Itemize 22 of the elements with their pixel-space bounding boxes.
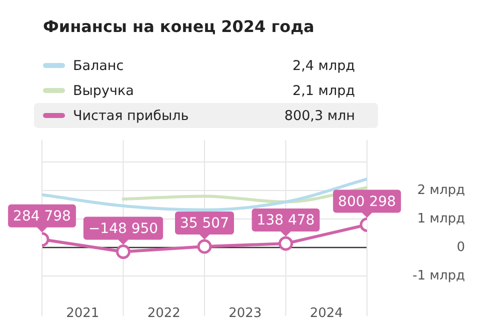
legend-label: Баланс bbox=[73, 58, 125, 74]
chart-title: Финансы на конец 2024 года bbox=[43, 17, 314, 36]
annotation: −148 950 bbox=[88, 220, 158, 237]
annotation: 35 507 bbox=[180, 216, 229, 232]
point bbox=[197, 239, 212, 254]
y-tick-label: -1 млрд bbox=[412, 268, 466, 284]
annotation: 800 298 bbox=[338, 194, 396, 210]
text: 800,3 млн bbox=[284, 108, 355, 124]
x-tick-label: 2021 bbox=[66, 306, 100, 322]
annotation: 284 798 bbox=[13, 208, 71, 225]
y-tick-label: 2 млрд bbox=[417, 182, 466, 198]
text: 2,4 млрд bbox=[292, 58, 355, 74]
text: 2,1 млрд bbox=[292, 82, 355, 98]
y-tick-label: 1 млрд bbox=[417, 211, 466, 226]
legend-label: Выручка bbox=[73, 82, 135, 98]
x-tick-label: 2024 bbox=[310, 306, 343, 322]
y-tick-label: 0 bbox=[456, 240, 465, 255]
x-tick-label: 2023 bbox=[228, 306, 262, 322]
x-tick-label: 2022 bbox=[147, 306, 180, 322]
legend-label: Чистая прибыль bbox=[73, 108, 190, 124]
line-series bbox=[42, 178, 367, 212]
annotation: 138 478 bbox=[256, 212, 315, 229]
